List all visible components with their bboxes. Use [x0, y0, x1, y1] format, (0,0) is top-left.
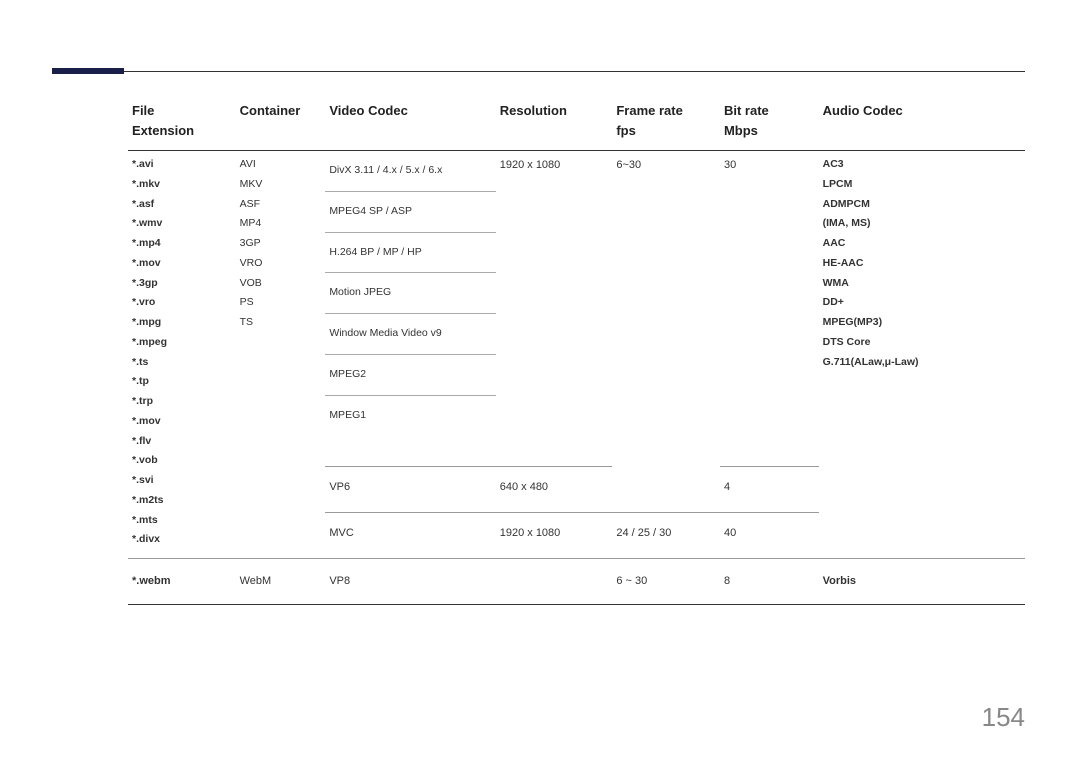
file-ext-item: *.mkv [132, 177, 232, 193]
container-list: AVI MKV ASF MP4 3GP VRO VOB PS TS [236, 151, 326, 341]
file-ext-item: *.ts [132, 355, 232, 371]
header-accent-bar [52, 68, 124, 74]
file-ext-item: *.divx [132, 532, 232, 548]
file-ext-item: *.asf [132, 197, 232, 213]
video-codec-item: H.264 BP / MP / HP [325, 233, 495, 274]
cell-mvc-fps: 24 / 25 / 30 [612, 513, 720, 559]
codec-table-container: FileExtension Container Video Codec Reso… [128, 95, 1025, 605]
video-codec-item: DivX 3.11 / 4.x / 5.x / 6.x [325, 151, 495, 192]
cell-webm-bit: 8 [720, 559, 819, 605]
th-container: Container [236, 95, 326, 151]
container-item: VRO [240, 256, 322, 272]
container-item: AVI [240, 157, 322, 173]
video-codec-item: MPEG1 [325, 396, 495, 436]
header-divider [124, 71, 1025, 72]
main-row: *.avi *.mkv *.asf *.wmv *.mp4 *.mov *.3gp *.vro… [128, 151, 1025, 467]
cell-webm-codec: VP8 [325, 559, 495, 605]
cell-webm-ext: *.webm [128, 559, 236, 605]
cell-bit-1: 30 [720, 151, 819, 467]
file-ext-item: *.trp [132, 394, 232, 410]
codec-table: FileExtension Container Video Codec Reso… [128, 95, 1025, 605]
file-ext-item: *.avi [132, 157, 232, 173]
th-bit-rate: Bit rateMbps [720, 95, 819, 151]
th-frame-rate: Frame ratefps [612, 95, 720, 151]
video-codec-item: Window Media Video v9 [325, 314, 495, 355]
file-ext-item: *.mov [132, 256, 232, 272]
audio-codec-item: AAC [823, 236, 1021, 252]
cell-video-codec-group: DivX 3.11 / 4.x / 5.x / 6.xMPEG4 SP / AS… [325, 151, 495, 467]
container-item: 3GP [240, 236, 322, 252]
cell-container: AVI MKV ASF MP4 3GP VRO VOB PS TS [236, 151, 326, 559]
cell-audio-codec: AC3 LPCM ADMPCM (IMA, MS) AAC HE-AAC WMA DD+ MPE… [819, 151, 1025, 559]
cell-webm-container: WebM [236, 559, 326, 605]
file-ext-list: *.avi *.mkv *.asf *.wmv *.mp4 *.mov *.3gp *.vro… [128, 151, 236, 558]
audio-codec-item: DTS Core [823, 335, 1021, 351]
audio-codec-item: (IMA, MS) [823, 216, 1021, 232]
container-item: ASF [240, 197, 322, 213]
file-ext-item: *.svi [132, 473, 232, 489]
file-ext-item: *.mpeg [132, 335, 232, 351]
th-file-ext: FileExtension [128, 95, 236, 151]
video-codec-sublist: DivX 3.11 / 4.x / 5.x / 6.xMPEG4 SP / AS… [325, 151, 495, 435]
cell-webm-res [496, 559, 613, 605]
file-ext-item: *.mp4 [132, 236, 232, 252]
audio-codec-item: DD+ [823, 295, 1021, 311]
audio-codec-item: MPEG(MP3) [823, 315, 1021, 331]
th-audio-codec: Audio Codec [819, 95, 1025, 151]
webm-row: *.webm WebM VP8 6 ~ 30 8 Vorbis [128, 559, 1025, 605]
video-codec-item: MPEG2 [325, 355, 495, 396]
container-item: TS [240, 315, 322, 331]
file-ext-item: *.tp [132, 374, 232, 390]
cell-vp6-bit: 4 [720, 467, 819, 513]
cell-file-ext: *.avi *.mkv *.asf *.wmv *.mp4 *.mov *.3gp *.vro… [128, 151, 236, 559]
audio-codec-item: AC3 [823, 157, 1021, 173]
file-ext-item: *.wmv [132, 216, 232, 232]
th-video-codec: Video Codec [325, 95, 495, 151]
file-ext-item: *.3gp [132, 276, 232, 292]
container-item: MKV [240, 177, 322, 193]
cell-res-1: 1920 x 1080 [496, 151, 613, 467]
page-number: 154 [982, 702, 1025, 733]
container-item: PS [240, 295, 322, 311]
file-ext-item: *.mpg [132, 315, 232, 331]
audio-codec-list: AC3 LPCM ADMPCM (IMA, MS) AAC HE-AAC WMA DD+ MPE… [819, 151, 1025, 380]
container-item: MP4 [240, 216, 322, 232]
audio-codec-item: G.711(ALaw,μ-Law) [823, 355, 1021, 371]
cell-mvc-codec: MVC [325, 513, 495, 559]
cell-webm-fps: 6 ~ 30 [612, 559, 720, 605]
audio-codec-item: ADMPCM [823, 197, 1021, 213]
audio-codec-item: LPCM [823, 177, 1021, 193]
header-row: FileExtension Container Video Codec Reso… [128, 95, 1025, 151]
audio-codec-item: HE-AAC [823, 256, 1021, 272]
cell-webm-audio: Vorbis [819, 559, 1025, 605]
cell-vp6-res: 640 x 480 [496, 467, 613, 513]
cell-fps-1: 6~30 [612, 151, 720, 513]
file-ext-item: *.vob [132, 453, 232, 469]
file-ext-item: *.flv [132, 434, 232, 450]
cell-mvc-res: 1920 x 1080 [496, 513, 613, 559]
video-codec-item: Motion JPEG [325, 273, 495, 314]
file-ext-item: *.mov [132, 414, 232, 430]
video-codec-item: MPEG4 SP / ASP [325, 192, 495, 233]
cell-mvc-bit: 40 [720, 513, 819, 559]
audio-codec-item: WMA [823, 276, 1021, 292]
file-ext-item: *.vro [132, 295, 232, 311]
cell-vp6-codec: VP6 [325, 467, 495, 513]
th-resolution: Resolution [496, 95, 613, 151]
container-item: VOB [240, 276, 322, 292]
file-ext-item: *.m2ts [132, 493, 232, 509]
file-ext-item: *.mts [132, 513, 232, 529]
